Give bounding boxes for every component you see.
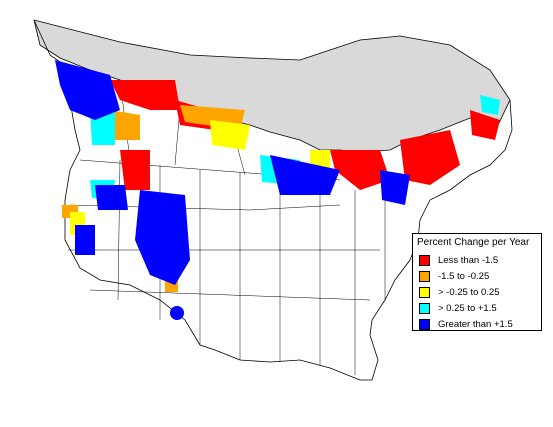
legend-swatch (419, 255, 430, 266)
legend-swatch (419, 271, 430, 282)
legend-title: Percent Change per Year (417, 237, 530, 248)
legend-swatch (419, 303, 430, 314)
legend-swatch (419, 319, 430, 330)
legend-swatch (419, 287, 430, 298)
legend-label: > 0.25 to +1.5 (438, 303, 497, 314)
legend-label: Less than -1.5 (438, 255, 499, 266)
legend-item: Greater than +1.5 (419, 318, 513, 331)
legend-label: -1.5 to -0.25 (438, 271, 490, 282)
legend-label: Greater than +1.5 (438, 319, 513, 330)
legend-item: > -0.25 to 0.25 (419, 286, 500, 299)
legend-label: > -0.25 to 0.25 (438, 287, 500, 298)
legend-item: -1.5 to -0.25 (419, 270, 489, 283)
north-america-outline (33, 19, 513, 381)
legend-item: Less than -1.5 (419, 254, 498, 267)
change-cells (55, 60, 500, 320)
legend: Percent Change per Year Less than -1.5 -… (412, 233, 542, 331)
legend-item: > 0.25 to +1.5 (419, 302, 497, 315)
